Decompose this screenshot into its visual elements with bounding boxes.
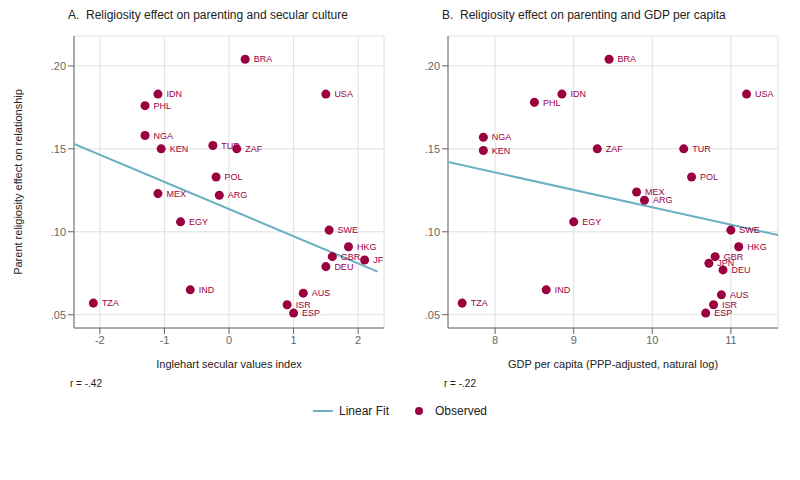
svg-text:HKG: HKG — [357, 242, 377, 252]
svg-text:BRA: BRA — [618, 54, 637, 64]
svg-text:PHL: PHL — [543, 98, 561, 108]
svg-text:0: 0 — [226, 334, 232, 346]
svg-text:ARG: ARG — [228, 190, 248, 200]
svg-text:.15: .15 — [51, 143, 66, 155]
svg-text:GBR: GBR — [723, 251, 744, 262]
svg-text:NGA: NGA — [154, 131, 174, 141]
html-text:A. Religiosity effect on paren: A. Religiosity effect on parenting and s… — [68, 8, 348, 22]
svg-text:Parent religiosity effect on r: Parent religiosity effect on relationshi… — [12, 89, 24, 275]
svg-text:DEU: DEU — [334, 262, 353, 272]
svg-text:IND: IND — [555, 285, 571, 295]
svg-text:-1: -1 — [160, 334, 170, 346]
svg-text:ESP: ESP — [714, 308, 732, 318]
svg-text:NGA: NGA — [492, 132, 512, 142]
html-text:r = -.22: r = -.22 — [444, 378, 476, 389]
html-text:B. Religiosity effect on paren: B. Religiosity effect on parenting and G… — [442, 8, 726, 22]
svg-text:.10: .10 — [51, 226, 66, 238]
svg-text:JF: JF — [373, 255, 384, 265]
svg-text:.15: .15 — [425, 143, 440, 155]
svg-text:ESP: ESP — [302, 308, 320, 318]
svg-text:.05: .05 — [51, 309, 66, 321]
html-text:r = -.42: r = -.42 — [70, 378, 102, 389]
svg-text:1: 1 — [291, 334, 297, 346]
svg-text:BRA: BRA — [254, 54, 273, 64]
svg-text:TZA: TZA — [471, 298, 488, 308]
svg-text:IND: IND — [199, 285, 215, 295]
svg-text:2: 2 — [355, 334, 361, 346]
svg-text:-2: -2 — [95, 334, 105, 346]
svg-text:GDP per capita (PPP-adjusted,: GDP per capita (PPP-adjusted, natural lo… — [508, 358, 718, 370]
svg-text:SWE: SWE — [338, 225, 359, 235]
svg-text:ISR: ISR — [295, 300, 311, 310]
svg-text:PHL: PHL — [154, 101, 172, 111]
svg-text:GBR: GBR — [341, 252, 361, 262]
svg-text:9: 9 — [571, 334, 577, 346]
svg-text:MEX: MEX — [166, 189, 186, 199]
svg-text:ZAF: ZAF — [606, 144, 624, 154]
svg-text:HKG: HKG — [747, 242, 767, 252]
svg-text:AUS: AUS — [730, 290, 749, 300]
svg-text:IDN: IDN — [570, 89, 586, 99]
svg-text:DEU: DEU — [732, 265, 751, 275]
svg-text:10: 10 — [646, 334, 658, 346]
svg-text:Inglehart secular values index: Inglehart secular values index — [156, 358, 302, 370]
svg-text:IDN: IDN — [166, 89, 182, 99]
svg-text:.10: .10 — [425, 226, 440, 238]
svg-text:TUR: TUR — [221, 141, 240, 151]
svg-text:KEN: KEN — [170, 144, 189, 154]
svg-text:TZA: TZA — [102, 298, 119, 308]
svg-text:SWE: SWE — [739, 225, 760, 235]
svg-text:USA: USA — [334, 89, 353, 99]
svg-text:.20: .20 — [51, 60, 66, 72]
svg-text:KEN: KEN — [492, 146, 511, 156]
svg-text:ISR: ISR — [722, 300, 738, 310]
svg-text:ARG: ARG — [653, 195, 673, 205]
svg-text:JPN: JPN — [717, 258, 735, 269]
svg-text:EGY: EGY — [189, 217, 208, 227]
svg-text:AUS: AUS — [312, 288, 331, 298]
svg-text:8: 8 — [492, 334, 498, 346]
svg-text:EGY: EGY — [582, 217, 601, 227]
svg-text:POL: POL — [225, 172, 243, 182]
svg-text:USA: USA — [755, 89, 774, 99]
svg-text:.20: .20 — [425, 60, 440, 72]
svg-text:11: 11 — [725, 334, 736, 346]
svg-text:TUR: TUR — [692, 144, 711, 154]
svg-text:MEX: MEX — [645, 187, 665, 198]
html-text:Observed: Observed — [435, 404, 487, 418]
html-text:Linear Fit: Linear Fit — [339, 404, 389, 418]
svg-text:ZAF: ZAF — [245, 144, 263, 154]
svg-text:POL: POL — [700, 172, 718, 182]
svg-text:.05: .05 — [425, 309, 440, 321]
